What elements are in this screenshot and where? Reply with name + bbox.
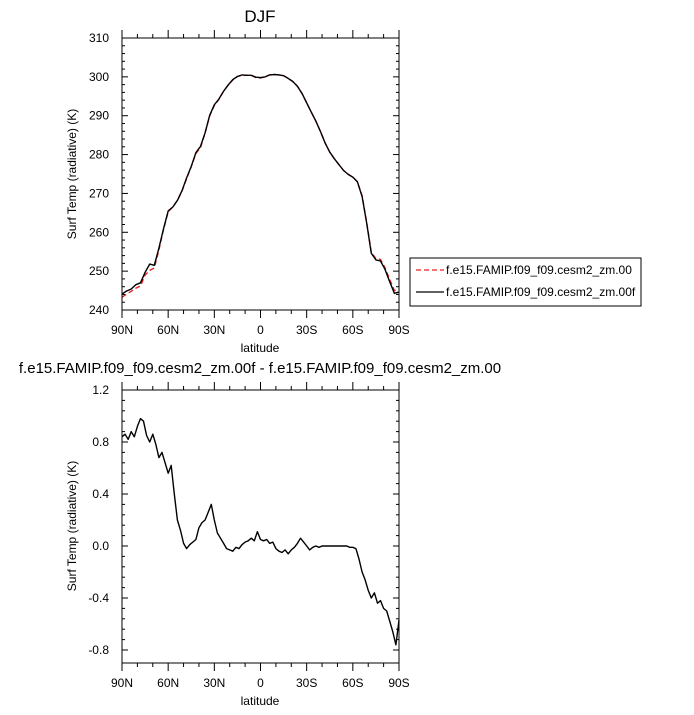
top-series-line-1: [121, 73, 400, 298]
bottom-y-tick-labels: -0.8 -0.4 0.0 0.4 0.8 1.2: [88, 383, 109, 657]
top-plot-frame: [121, 37, 400, 311]
bottom-chart-panel: f.e15.FAMIP.f09_f09.cesm2_zm.00f - f.e15…: [19, 360, 501, 708]
top-y-tick-label: 260: [89, 225, 109, 239]
bottom-x-tick-label: 60S: [342, 676, 363, 690]
bottom-axis-ticks: [121, 382, 400, 671]
top-y-tick-label: 290: [89, 109, 109, 123]
bottom-y-tick-label: 0.0: [92, 539, 109, 553]
top-x-tick-label: 60S: [342, 323, 363, 337]
top-x-tick-label: 0: [257, 323, 264, 337]
bottom-y-tick-label: -0.4: [88, 591, 109, 605]
top-chart-panel: DJF 240 250 260 270 280 290 300 310 90N 60N 30N 0 3…: [65, 7, 410, 355]
bottom-chart-series: [121, 417, 400, 646]
bottom-chart-title: f.e15.FAMIP.f09_f09.cesm2_zm.00f - f.e15…: [19, 360, 501, 377]
bottom-series-line-1: [121, 417, 400, 646]
top-y-tick-label: 280: [89, 148, 109, 162]
top-y-tick-label: 270: [89, 186, 109, 200]
bottom-y-tick-label: 1.2: [92, 383, 109, 397]
legend-label-series-2: f.e15.FAMIP.f09_f09.cesm2_zm.00f: [446, 285, 636, 299]
top-chart-series: [121, 73, 400, 298]
bottom-plot-frame: [121, 389, 400, 664]
top-chart-title: DJF: [244, 7, 275, 26]
top-x-tick-label: 90N: [111, 323, 133, 337]
bottom-x-tick-label: 30S: [296, 676, 317, 690]
top-y-tick-label: 310: [89, 31, 109, 45]
bottom-y-tick-label: 0.4: [92, 487, 109, 501]
top-y-tick-label: 250: [89, 264, 109, 278]
bottom-y-axis-label: Surf Temp (radiative) (K): [65, 461, 79, 591]
top-x-tick-label: 60N: [157, 323, 179, 337]
bottom-x-tick-label: 90N: [111, 676, 133, 690]
top-x-tick-label: 30N: [203, 323, 225, 337]
bottom-x-tick-label: 30N: [203, 676, 225, 690]
legend-box: [409, 257, 642, 307]
top-y-tick-labels: 240 250 260 270 280 290 300 310: [89, 31, 109, 317]
top-axis-ticks: [121, 30, 400, 318]
bottom-x-tick-labels: 90N 60N 30N 0 30S 60S 90S: [111, 676, 410, 690]
bottom-y-tick-label: -0.8: [88, 643, 109, 657]
bottom-y-tick-label: 0.8: [92, 435, 109, 449]
top-x-tick-label: 30S: [296, 323, 317, 337]
top-y-tick-label: 300: [89, 70, 109, 84]
bottom-x-tick-label: 90S: [388, 676, 409, 690]
bottom-x-axis-label: latitude: [241, 694, 280, 708]
bottom-x-tick-label: 60N: [157, 676, 179, 690]
top-x-tick-labels: 90N 60N 30N 0 30S 60S 90S: [111, 323, 410, 337]
top-x-tick-label: 90S: [388, 323, 409, 337]
legend-label-series-1: f.e15.FAMIP.f09_f09.cesm2_zm.00: [446, 263, 632, 277]
top-y-axis-label: Surf Temp (radiative) (K): [65, 109, 79, 239]
top-y-tick-label: 240: [89, 303, 109, 317]
chart-legend: f.e15.FAMIP.f09_f09.cesm2_zm.00 f.e15.FA…: [409, 257, 642, 307]
top-series-line-2: [121, 73, 400, 295]
bottom-x-tick-label: 0: [257, 676, 264, 690]
top-x-axis-label: latitude: [241, 341, 280, 355]
